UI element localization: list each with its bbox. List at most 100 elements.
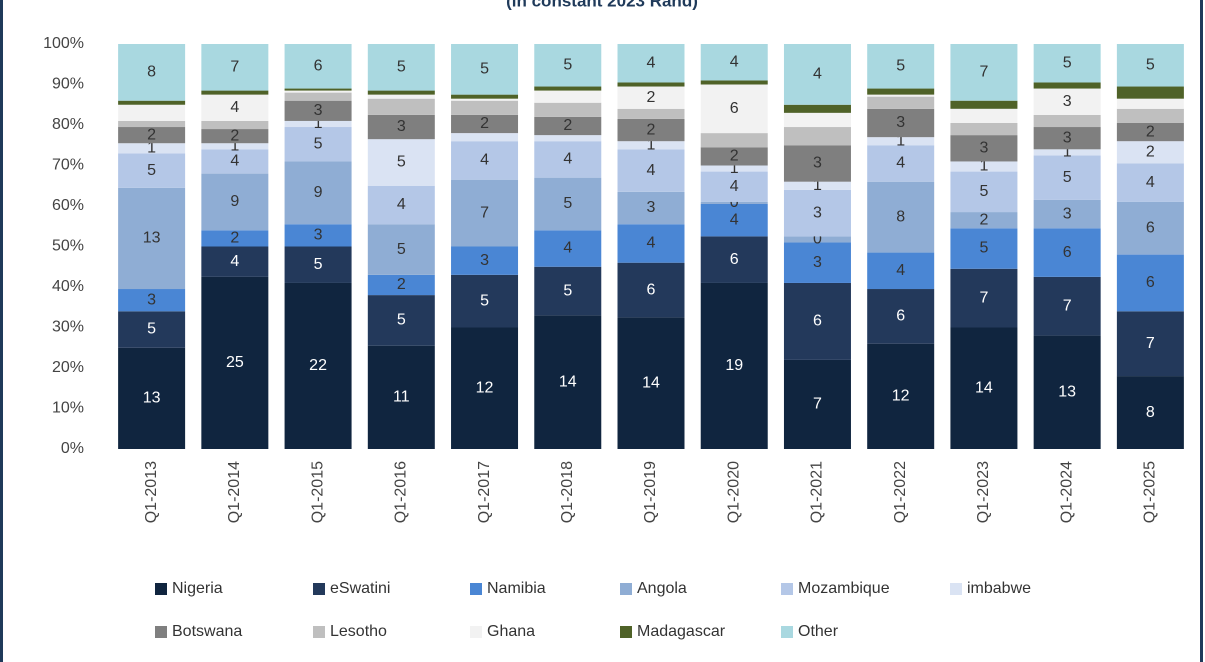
data-label: 4 (230, 99, 239, 116)
data-label: 0 (730, 194, 739, 211)
bar-segment (201, 44, 269, 91)
data-label: 5 (397, 312, 406, 329)
bar-segment (1116, 44, 1184, 87)
bar-segment (367, 274, 435, 296)
bar-segment (451, 141, 519, 180)
bar-segment (534, 44, 602, 87)
data-label: 4 (813, 66, 822, 83)
bar-segment (950, 327, 1018, 449)
data-label: 13 (143, 230, 161, 247)
bar-segment (783, 127, 851, 146)
bar-segment (1033, 127, 1101, 150)
data-label: 12 (892, 388, 910, 405)
legend-swatch (470, 583, 482, 595)
data-label: 4 (896, 155, 905, 172)
bar-segment (1116, 86, 1184, 99)
x-tick-label: Q1-2017 (476, 461, 493, 523)
data-label: 6 (896, 308, 905, 325)
y-tick-label: 10% (52, 400, 84, 417)
data-label: 3 (647, 199, 656, 216)
bar-segment (367, 94, 435, 99)
bar-segment (284, 161, 352, 225)
legend-swatch (620, 626, 632, 638)
bar-segment (783, 282, 851, 360)
bar-segment (284, 224, 352, 247)
bar-segment (118, 347, 186, 449)
legend-swatch (470, 626, 482, 638)
data-label: 7 (480, 204, 489, 221)
bar-segment (950, 122, 1018, 136)
bar-segment (783, 112, 851, 128)
data-label: 2 (480, 115, 489, 132)
data-label: 3 (1063, 205, 1072, 222)
bar-segment (617, 224, 685, 263)
bar-segment (118, 120, 186, 128)
data-label: 3 (147, 291, 156, 308)
y-tick-label: 50% (52, 238, 84, 255)
data-label: 4 (647, 54, 656, 71)
data-label: 5 (563, 282, 572, 299)
bar-segment (783, 104, 851, 113)
bar-segment (201, 120, 269, 130)
data-label: 9 (230, 193, 239, 210)
bar-segment (950, 171, 1018, 213)
bar-segment (1116, 122, 1184, 142)
bar-segment (867, 94, 935, 97)
data-label: 3 (397, 118, 406, 135)
data-label: 7 (230, 59, 239, 76)
data-label: 1 (647, 136, 656, 153)
bar-segment (700, 201, 768, 204)
bar-segment (617, 262, 685, 318)
bar-segment (367, 139, 435, 186)
bar-segment (950, 161, 1018, 172)
chart-subtitle: (in constant 2023 Rand) (506, 0, 698, 10)
data-label: 2 (730, 148, 739, 165)
bar-segment (1033, 44, 1101, 83)
legend-swatch (950, 583, 962, 595)
bar-segment (284, 120, 352, 128)
x-tick-label: Q1-2023 (975, 461, 992, 523)
bar-segment (284, 90, 352, 93)
bar-segment (367, 114, 435, 140)
data-label: 4 (480, 152, 489, 169)
x-tick-label: Q1-2015 (309, 461, 326, 523)
data-label: 4 (730, 53, 739, 70)
data-label: 3 (314, 227, 323, 244)
bar-segment (201, 129, 269, 144)
data-label: 5 (563, 195, 572, 212)
data-label: 2 (647, 89, 656, 106)
bar-segment (451, 94, 519, 99)
data-label: 25 (226, 354, 244, 371)
x-tick-label: Q1-2021 (809, 461, 826, 523)
data-label: 13 (143, 390, 161, 407)
bar-segment (118, 143, 186, 154)
data-label: 6 (647, 281, 656, 298)
bar-segment (617, 191, 685, 225)
data-label: 1 (230, 137, 239, 154)
legend-swatch (781, 626, 793, 638)
data-label: 19 (725, 357, 743, 374)
data-label: 5 (397, 59, 406, 76)
bar-segment (367, 98, 435, 115)
data-label: 1 (813, 177, 822, 194)
x-tick-label: Q1-2024 (1058, 461, 1075, 523)
bar-segment (201, 143, 269, 150)
data-label: 5 (563, 56, 572, 73)
data-label: 13 (1058, 384, 1076, 401)
bar-segment (617, 149, 685, 192)
legend-swatch (620, 583, 632, 595)
legend-label: Mozambique (798, 580, 890, 597)
data-label: 5 (397, 154, 406, 171)
bar-segment (950, 44, 1018, 101)
bar-segment (534, 141, 602, 178)
data-label: 14 (642, 374, 660, 391)
bar-segment (1033, 88, 1101, 115)
bar-segment (1033, 114, 1101, 128)
bar-segment (1116, 108, 1184, 123)
data-label: 2 (1146, 144, 1155, 161)
bar-segment (867, 181, 935, 253)
bar-segment (284, 100, 352, 121)
bar-segment (950, 212, 1018, 229)
bar-segment (451, 133, 519, 142)
bar-segment (700, 203, 768, 237)
